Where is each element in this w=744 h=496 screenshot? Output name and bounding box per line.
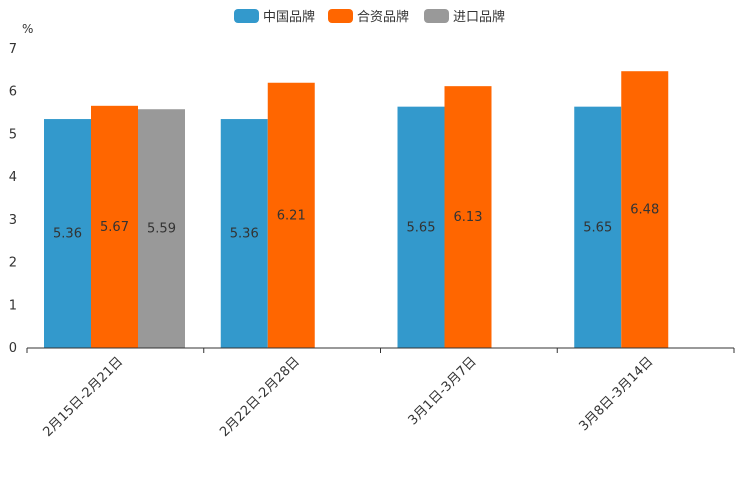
bar-合资品牌-2: [444, 86, 492, 348]
y-tick-label: 2: [9, 256, 17, 271]
bar-中国品牌-3: [574, 106, 622, 349]
bar-value-label: 5.36: [53, 227, 82, 242]
bar-value-label: 5.65: [583, 220, 612, 235]
y-tick-label: 0: [9, 341, 17, 356]
bar-合资品牌-0: [91, 105, 138, 348]
x-category-label: 2月22日-2月28日: [217, 354, 303, 440]
bar-中国品牌-1: [220, 119, 268, 349]
y-tick-label: 4: [9, 170, 17, 185]
bar-value-label: 5.59: [147, 222, 176, 237]
y-axis-unit: %: [22, 22, 33, 36]
legend-label-合资品牌: 合资品牌: [357, 9, 409, 25]
legend-swatch-进口品牌: [424, 9, 449, 23]
legend-swatch-合资品牌: [328, 9, 353, 23]
y-axis: 0 1 2 3 4 5 6 7: [9, 42, 17, 356]
y-tick-label: 1: [9, 298, 17, 313]
y-tick-label: 6: [9, 85, 17, 100]
bar-进口品牌-0: [138, 109, 185, 348]
legend-label-中国品牌: 中国品牌: [263, 9, 315, 25]
legend: 中国品牌 合资品牌 进口品牌: [234, 9, 505, 25]
bar-value-label: 5.36: [230, 227, 259, 242]
bar-value-label: 6.48: [630, 203, 659, 218]
x-category-label: 3月8日-3月14日: [577, 354, 657, 434]
x-category-label: 2月15日-2月21日: [40, 354, 126, 440]
bar-中国品牌-0: [44, 119, 91, 349]
y-tick-label: 3: [9, 213, 17, 228]
bars: 5.36 5.67 5.59 5.36 6.21 5.65 6.13 5.65 6.48: [44, 71, 669, 349]
y-tick-label: 5: [9, 127, 17, 142]
bar-合资品牌-3: [621, 71, 669, 348]
bar-value-label: 5.65: [407, 220, 436, 235]
y-tick-label: 7: [9, 42, 17, 57]
legend-label-进口品牌: 进口品牌: [453, 9, 505, 25]
bar-中国品牌-2: [397, 106, 445, 349]
bar-value-label: 6.13: [454, 210, 483, 225]
bar-value-label: 5.67: [100, 220, 129, 235]
bar-value-label: 6.21: [277, 208, 306, 223]
x-category-label: 3月1日-3月7日: [406, 354, 480, 428]
bar-合资品牌-1: [267, 82, 315, 348]
legend-swatch-中国品牌: [234, 9, 259, 23]
x-axis: 2月15日-2月21日 2月22日-2月28日 3月1日-3月7日 3月8日-3月14…: [26, 347, 735, 440]
